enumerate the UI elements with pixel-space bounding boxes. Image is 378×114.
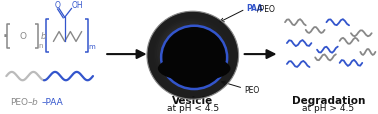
Text: PAA: PAA: [246, 4, 263, 13]
Text: n: n: [38, 42, 43, 48]
Text: O: O: [19, 32, 26, 41]
Text: Vesicle: Vesicle: [172, 95, 214, 105]
Ellipse shape: [174, 38, 192, 56]
Text: b: b: [40, 32, 46, 41]
Text: at pH < 4.5: at pH < 4.5: [167, 104, 219, 113]
Text: ·: ·: [3, 30, 8, 44]
Text: PEO–: PEO–: [10, 98, 33, 106]
Text: OH: OH: [72, 1, 84, 10]
Text: /PEO: /PEO: [257, 4, 275, 13]
Ellipse shape: [164, 29, 209, 72]
Text: PEO: PEO: [244, 85, 259, 94]
Ellipse shape: [163, 27, 213, 75]
Ellipse shape: [161, 26, 217, 79]
Text: m: m: [88, 43, 95, 49]
Text: O: O: [54, 1, 60, 10]
Ellipse shape: [147, 12, 239, 99]
Ellipse shape: [158, 56, 231, 81]
Ellipse shape: [157, 22, 223, 85]
Ellipse shape: [161, 26, 227, 89]
Ellipse shape: [153, 18, 231, 92]
Text: at pH > 4.5: at pH > 4.5: [302, 104, 355, 113]
Ellipse shape: [168, 33, 202, 66]
Ellipse shape: [155, 20, 227, 88]
Text: –PAA: –PAA: [41, 98, 63, 106]
Text: Degradation: Degradation: [292, 95, 365, 105]
Ellipse shape: [166, 31, 206, 69]
Ellipse shape: [159, 24, 220, 82]
Ellipse shape: [170, 35, 199, 62]
Text: b: b: [32, 98, 37, 106]
Ellipse shape: [172, 36, 195, 59]
